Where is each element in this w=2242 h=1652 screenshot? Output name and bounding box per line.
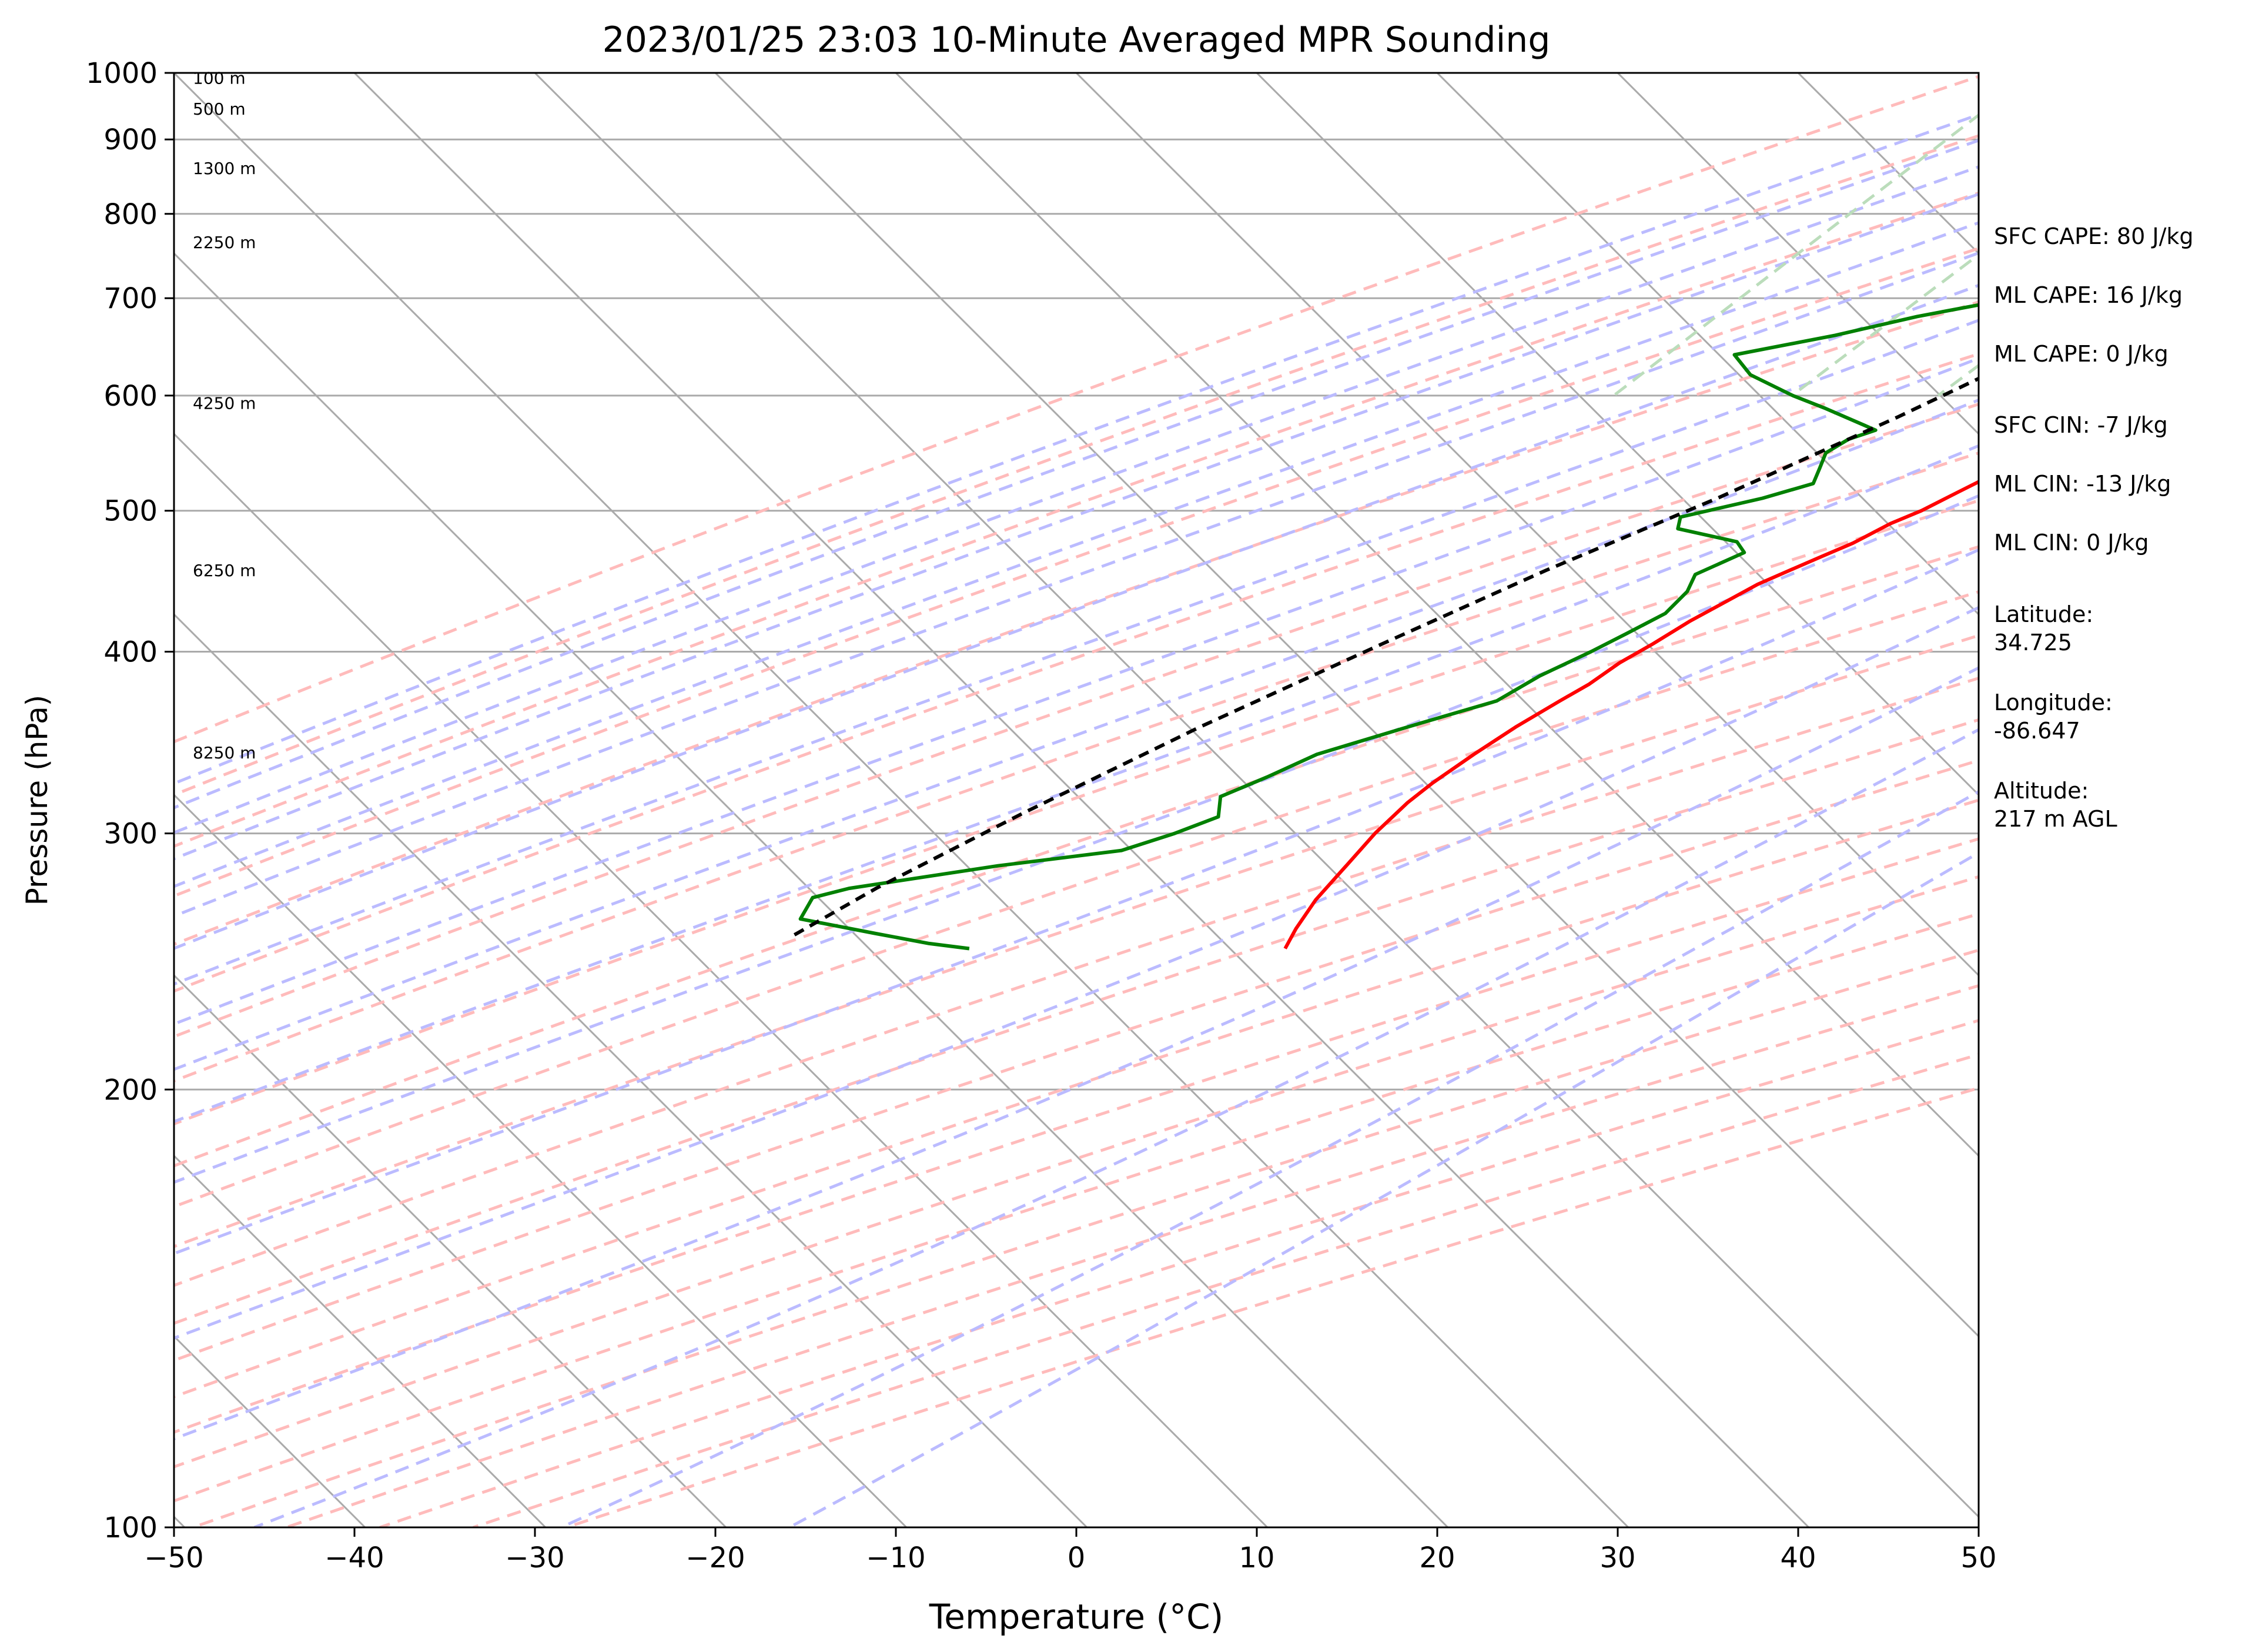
moist-adiabat-line: [174, 356, 1979, 1026]
dry-adiabat-line: [174, 875, 1979, 1469]
y-tick-label: 800: [103, 198, 158, 231]
x-tick-label: 40: [1780, 1541, 1816, 1574]
dry-adiabat-line: [174, 246, 1979, 898]
sfc-cape-text: SFC CAPE: 80 J/kg: [1994, 223, 2194, 249]
dry-adiabat-line: [174, 191, 1979, 848]
y-axis-ticks: 100 200 300 400 500 600 700 800 900 1000: [86, 57, 174, 1544]
y-tick-label: 100: [103, 1511, 158, 1544]
x-tick-label: −40: [324, 1541, 384, 1574]
moist-adiabat-line: [174, 139, 1979, 810]
latitude-label: Latitude:: [1994, 601, 2093, 627]
isotherm-line: [534, 73, 1979, 1519]
y-tick-label: 700: [103, 282, 158, 315]
moist-adiabat-line: [174, 283, 1979, 950]
x-tick-label: 10: [1239, 1541, 1274, 1574]
x-tick-label: 20: [1419, 1541, 1455, 1574]
mixing-ratio-line: [1791, 253, 1979, 397]
moist-adiabat-line: [174, 398, 1979, 1071]
moist-adiabat-line: [174, 192, 1979, 861]
temperature-trace: [1283, 480, 1979, 949]
x-tick-label: −10: [866, 1541, 925, 1574]
height-label: 2250 m: [193, 233, 256, 252]
x-tick-label: −50: [144, 1541, 203, 1574]
height-labels: 100 m 500 m 1300 m 2250 m 4250 m 6250 m 8250 m: [193, 69, 256, 763]
background-lines: [174, 73, 1979, 1527]
dry-adiabat-line: [174, 912, 1979, 1503]
isotherm-line: [1617, 73, 1979, 436]
dry-adiabat-line: [174, 134, 1979, 797]
x-tick-label: 0: [1068, 1541, 1086, 1574]
mixing-ratio-line: [1612, 113, 1979, 397]
moist-adiabat-line: [174, 113, 1979, 785]
x-tick-label: 50: [1960, 1541, 1996, 1574]
isotherm-line: [174, 613, 1088, 1527]
x-tick-label: 30: [1599, 1541, 1635, 1574]
y-tick-label: 600: [103, 380, 158, 413]
isotherm-line: [895, 73, 1979, 1158]
dry-adiabat-line: [174, 837, 1979, 1434]
altitude-label: Altitude:: [1994, 778, 2089, 804]
isotherm-line: [1256, 73, 1979, 797]
moist-adiabat-line: [174, 494, 1979, 1184]
height-label: 500 m: [193, 99, 246, 119]
y-tick-label: 200: [103, 1074, 158, 1106]
longitude-label: Longitude:: [1994, 690, 2113, 715]
isotherm-line: [174, 73, 1629, 1527]
dry-adiabat-line: [174, 352, 1979, 993]
ml-cin-text-2: ML CIN: 0 J/kg: [1994, 530, 2149, 556]
moist-adiabat-line: [174, 666, 1979, 1441]
isotherm-line: [174, 793, 908, 1527]
isotherm-line: [1075, 73, 1979, 977]
height-label: 100 m: [193, 69, 246, 88]
ml-cin-text: ML CIN: -13 J/kg: [1994, 471, 2171, 497]
moist-adiabat-line: [788, 851, 1979, 1527]
isotherm-line: [353, 73, 1810, 1527]
sounding-traces: [791, 303, 1979, 951]
isotherm-line: [1436, 73, 1979, 616]
latitude-value: 34.725: [1994, 630, 2072, 656]
y-axis-label: Pressure (hPa): [20, 695, 54, 906]
moist-adiabat-line: [174, 444, 1979, 1123]
x-tick-label: −30: [505, 1541, 564, 1574]
moist-adiabat-line: [253, 728, 1979, 1527]
moist-adiabat-line: [174, 606, 1979, 1340]
moist-adiabat-line: [174, 548, 1979, 1255]
dry-adiabat-line: [174, 545, 1979, 1168]
y-tick-label: 400: [103, 636, 158, 669]
height-label: 8250 m: [193, 743, 256, 763]
height-label: 6250 m: [193, 561, 256, 580]
dry-adiabat-line: [174, 634, 1979, 1248]
dry-adiabat-line: [174, 300, 1979, 946]
x-axis-label: Temperature (°C): [929, 1597, 1224, 1637]
moist-adiabat-line: [174, 165, 1979, 835]
height-label: 1300 m: [193, 159, 256, 178]
x-axis-ticks: −50 −40 −30 −20 −10 0 10 20 30 40 50: [144, 1527, 1997, 1574]
isotherm-line: [174, 252, 1449, 1527]
moist-adiabat-line: [174, 251, 1979, 918]
isotherm-line: [714, 73, 1979, 1338]
ml-cape-text: ML CAPE: 16 J/kg: [1994, 282, 2183, 308]
ml-cape-text-2: ML CAPE: 0 J/kg: [1994, 341, 2169, 367]
isotherm-line: [174, 1154, 547, 1527]
y-tick-label: 500: [103, 495, 158, 528]
longitude-value: -86.647: [1994, 718, 2080, 744]
x-tick-label: −20: [685, 1541, 745, 1574]
isotherm-line: [174, 432, 1269, 1527]
stats-panel: SFC CAPE: 80 J/kg ML CAPE: 16 J/kg ML CA…: [1994, 223, 2194, 832]
y-tick-label: 900: [103, 123, 158, 156]
sfc-cin-text: SFC CIN: -7 J/kg: [1994, 412, 2168, 438]
dry-adiabat-line: [174, 718, 1979, 1325]
y-tick-label: 300: [103, 818, 158, 851]
altitude-value: 217 m AGL: [1994, 806, 2117, 832]
dry-adiabat-line: [174, 798, 1979, 1399]
dry-adiabat-line: [174, 75, 1979, 744]
dry-adiabat-line: [174, 452, 1979, 1083]
y-tick-label: 1000: [86, 57, 158, 90]
height-label: 4250 m: [193, 393, 256, 413]
chart-title: 2023/01/25 23:03 10-Minute Averaged MPR …: [603, 19, 1551, 61]
